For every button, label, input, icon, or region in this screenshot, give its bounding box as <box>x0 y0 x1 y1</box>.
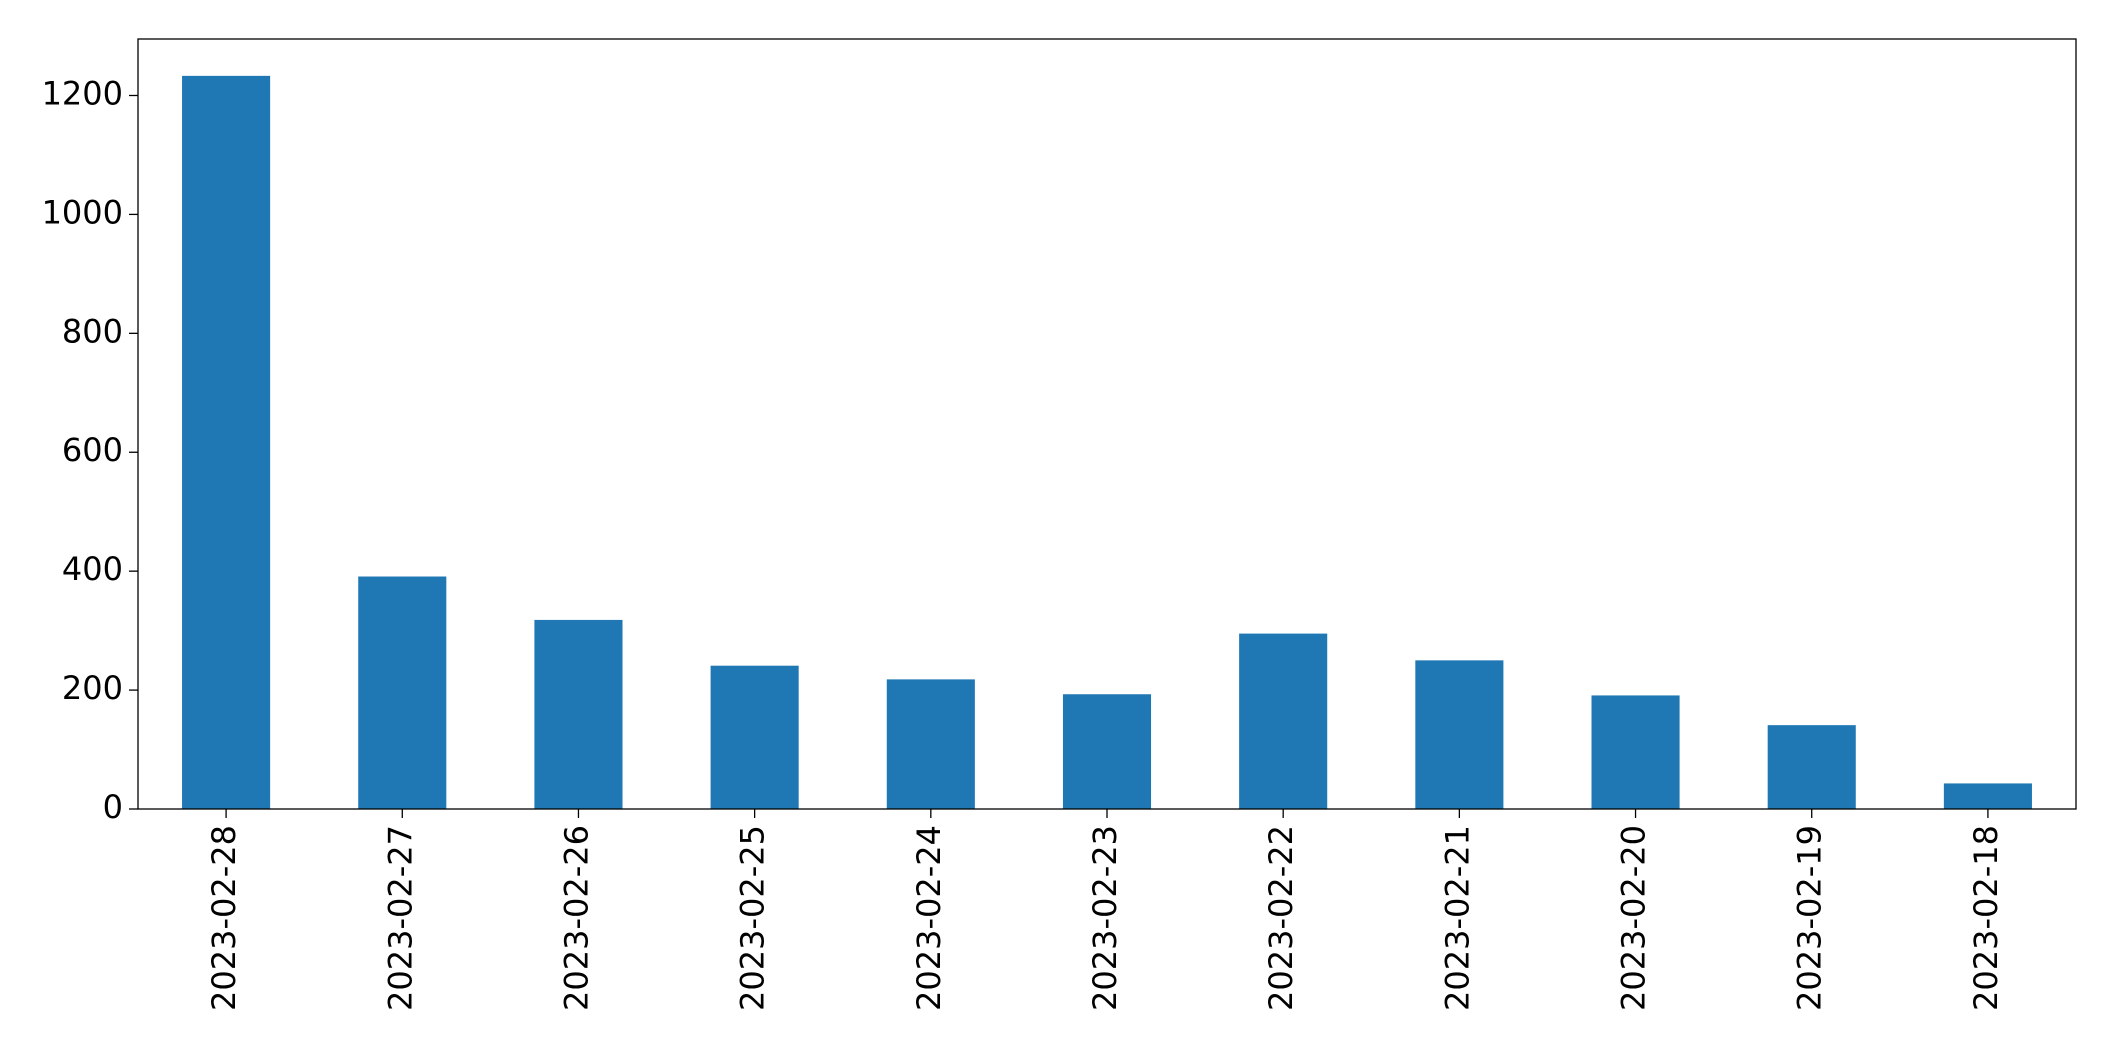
bar <box>1767 725 1856 809</box>
y-tick-label: 200 <box>62 669 123 707</box>
y-tick-label: 1200 <box>42 74 123 112</box>
y-tick-label: 800 <box>62 312 123 350</box>
y-tick-label: 0 <box>103 788 123 826</box>
x-tick-label: 2023-02-24 <box>910 825 948 1011</box>
plot-frame <box>137 38 2077 810</box>
y-tick-label: 400 <box>62 550 123 588</box>
x-tick-label: 2023-02-21 <box>1438 825 1476 1011</box>
bar <box>886 679 975 809</box>
x-tick-label: 2023-02-19 <box>1791 825 1829 1011</box>
x-tick-label: 2023-02-27 <box>381 825 419 1011</box>
y-tick-label: 600 <box>62 431 123 469</box>
y-tick-label: 1000 <box>42 193 123 231</box>
x-tick-label: 2023-02-28 <box>205 825 243 1011</box>
x-tick-label: 2023-02-25 <box>734 825 772 1011</box>
x-tick-label: 2023-02-23 <box>1086 825 1124 1011</box>
bar <box>358 576 447 809</box>
x-tick-label: 2023-02-26 <box>557 825 595 1011</box>
x-tick-label: 2023-02-18 <box>1967 825 2005 1011</box>
bar <box>710 665 799 809</box>
bar <box>1239 633 1328 809</box>
bar <box>1415 660 1504 809</box>
x-tick-label: 2023-02-20 <box>1615 825 1653 1011</box>
x-tick-label: 2023-02-22 <box>1262 825 1300 1011</box>
bar <box>1591 695 1680 809</box>
bar <box>1062 694 1152 809</box>
bar <box>1943 783 2032 809</box>
bar <box>534 619 623 809</box>
bar <box>182 75 271 809</box>
